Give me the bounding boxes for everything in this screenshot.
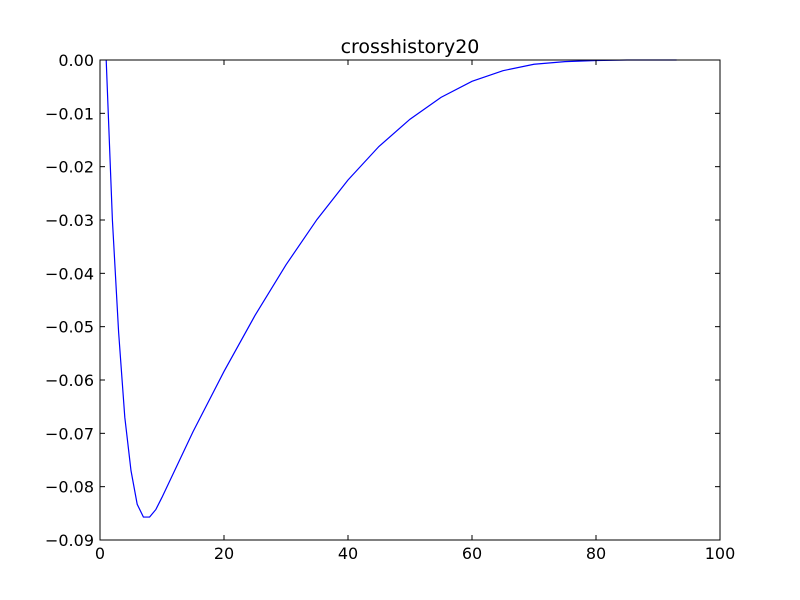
y-tick-label: −0.06 <box>45 371 94 390</box>
plot-frame <box>99 59 721 541</box>
x-axis: 0 20 40 60 80 100 <box>95 60 735 563</box>
y-tick-label: −0.04 <box>45 264 94 283</box>
chart-title: crosshistory20 <box>341 36 480 58</box>
y-tick-label: −0.08 <box>45 478 94 497</box>
y-tick-label: −0.01 <box>45 104 94 123</box>
y-tick-label: −0.09 <box>45 531 94 550</box>
x-tick-label: 60 <box>462 544 482 563</box>
x-tick-label: 100 <box>705 544 736 563</box>
series-line-0 <box>105 59 677 518</box>
y-axis: 0.00 −0.01 −0.02 −0.03 −0.04 −0.05 −0.06 −0.07 −… <box>45 51 720 550</box>
x-tick-label: 40 <box>338 544 358 563</box>
y-tick-label: −0.07 <box>45 424 94 443</box>
y-tick-label: −0.03 <box>45 211 94 230</box>
y-tick-label: 0.00 <box>58 51 94 70</box>
y-tick-label: −0.02 <box>45 158 94 177</box>
x-tick-label: 80 <box>586 544 606 563</box>
x-tick-label: 0 <box>95 544 105 563</box>
x-tick-label: 20 <box>214 544 234 563</box>
y-tick-label: −0.05 <box>45 318 94 337</box>
